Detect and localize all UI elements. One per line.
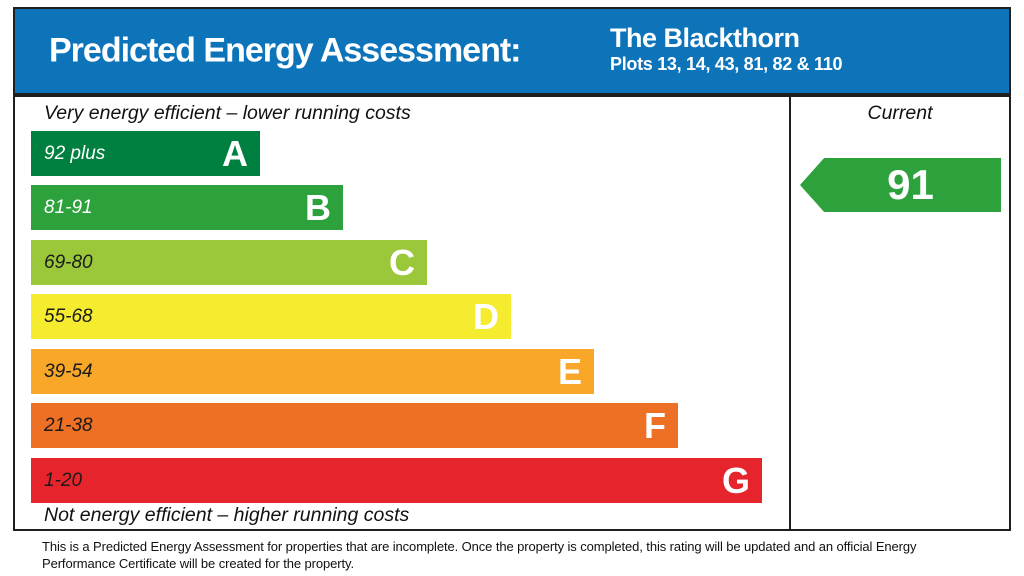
property-name: The Blackthorn [610,23,800,53]
band-letter: E [557,350,582,392]
current-column-divider [789,97,791,529]
band-b: 81-91 B [31,185,343,230]
band-range: 1-20 [44,469,83,491]
bottom-caption: Not energy efficient – higher running co… [44,504,410,526]
band-range: 55-68 [44,305,93,327]
property-info: The Blackthorn Plots 13, 14, 43, 81, 82 … [610,23,842,75]
band-letter: D [473,295,499,337]
band-range: 92 plus [44,142,106,164]
page-title: Predicted Energy Assessment: [49,31,521,70]
band-c: 69-80 C [31,240,427,285]
disclaimer-text: This is a Predicted Energy Assessment fo… [42,539,917,571]
band-range: 81-91 [44,196,93,218]
band-range: 39-54 [44,360,93,382]
header-banner: Predicted Energy Assessment: The Blackth… [13,7,1011,95]
band-letter: B [305,186,331,228]
band-d: 55-68 D [31,294,511,339]
band-range: 69-80 [44,251,93,273]
band-g: 1-20 G [31,458,762,503]
energy-rating-chart: Very energy efficient – lower running co… [13,95,1011,531]
band-letter: A [222,132,248,174]
band-range: 21-38 [44,414,93,436]
band-a: 92 plus A [31,131,260,176]
band-e: 39-54 E [31,349,594,394]
current-rating-value: 91 [887,161,934,208]
band-f: 21-38 F [31,403,678,448]
top-caption: Very energy efficient – lower running co… [44,102,411,124]
band-letter: F [644,404,666,446]
property-plots: Plots 13, 14, 43, 81, 82 & 110 [610,54,843,74]
band-letter: C [389,241,415,283]
band-letter: G [721,459,750,501]
current-column-header: Current [867,102,933,124]
current-rating-arrow: 91 [800,158,1001,212]
